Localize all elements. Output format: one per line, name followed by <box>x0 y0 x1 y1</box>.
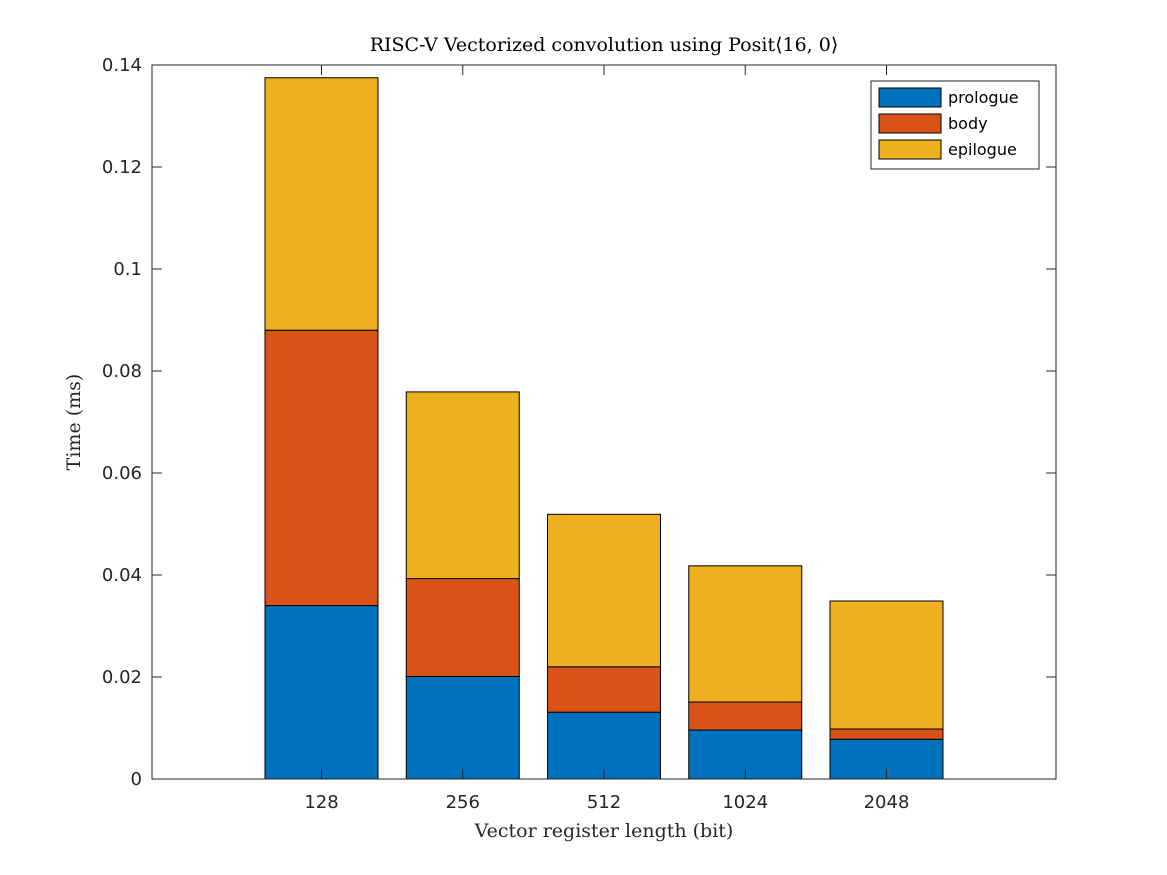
y-tick-label: 0.02 <box>102 667 142 688</box>
bar-body-2048 <box>829 728 944 740</box>
bar-epilogue-2048 <box>829 600 944 730</box>
y-tick-label: 0.12 <box>102 157 142 178</box>
y-tick-label: 0.06 <box>102 463 142 484</box>
bar-body-512 <box>547 666 661 713</box>
y-axis-label: Time (ms) <box>63 374 85 471</box>
x-tick-label: 2048 <box>864 792 910 813</box>
bar-body-1024 <box>688 701 803 731</box>
legend-swatch-body <box>878 113 942 134</box>
legend-label-body: body <box>948 114 988 133</box>
bar-epilogue-512 <box>547 513 661 668</box>
legend: prologue body epilogue <box>870 80 1040 170</box>
bar-prologue-128 <box>264 605 379 780</box>
x-axis-label: Vector register length (bit) <box>474 820 734 842</box>
x-tick-label: 128 <box>304 792 338 813</box>
bar-epilogue-1024 <box>688 565 803 703</box>
bars-group <box>264 77 944 780</box>
bar-body-128 <box>264 329 379 607</box>
axes-box <box>151 64 1057 780</box>
x-tick-label: 512 <box>587 792 621 813</box>
y-tick-label: 0.04 <box>102 565 142 586</box>
bar-epilogue-256 <box>405 391 520 580</box>
bar-epilogue-128 <box>264 77 379 331</box>
y-tick-label: 0.1 <box>113 259 142 280</box>
x-tick-label: 1024 <box>722 792 768 813</box>
y-tick-label: 0 <box>131 769 142 790</box>
x-tick-label: 256 <box>446 792 480 813</box>
legend-swatch-prologue <box>878 87 942 108</box>
chart-title: RISC-V Vectorized convolution using Posi… <box>370 34 839 56</box>
ticks-group: 0 0.02 0.04 0.06 0.08 0.1 0.12 0.14 128 256 512 102… <box>102 55 1056 813</box>
legend-swatch-epilogue <box>878 139 942 160</box>
y-tick-label: 0.14 <box>102 55 142 76</box>
bar-prologue-512 <box>547 711 661 780</box>
y-tick-label: 0.08 <box>102 361 142 382</box>
legend-label-prologue: prologue <box>948 88 1019 107</box>
bar-prologue-256 <box>405 675 520 780</box>
bar-body-256 <box>405 578 520 677</box>
legend-label-epilogue: epilogue <box>948 140 1017 159</box>
